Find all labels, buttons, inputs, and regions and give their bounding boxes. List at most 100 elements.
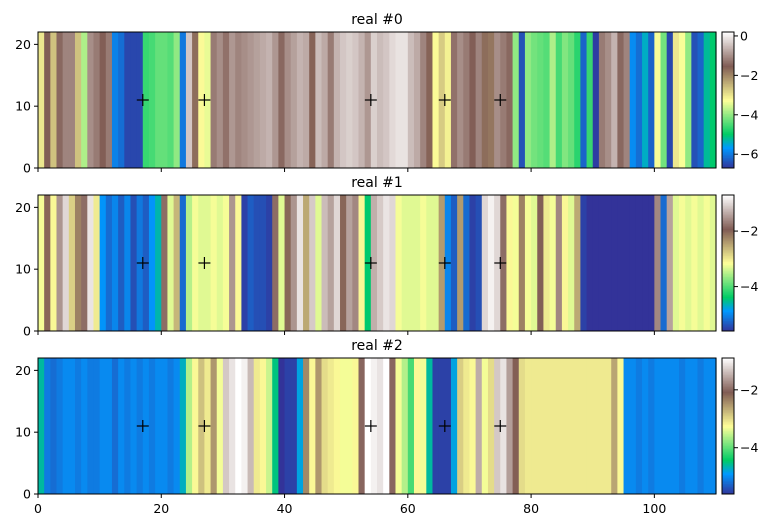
colorbar-segment — [722, 270, 734, 273]
colorbar-segment — [722, 290, 734, 293]
colorbar-segment — [722, 383, 734, 386]
heatmap-cell — [358, 358, 366, 494]
colorbar-segment — [722, 41, 734, 44]
colorbar-segment — [722, 376, 734, 379]
colorbar-segment — [722, 155, 734, 158]
heatmap-cell — [524, 195, 532, 331]
heatmap-cell — [62, 195, 70, 331]
heatmap-cell — [185, 32, 193, 168]
colorbar-tick-label: −4 — [740, 107, 758, 122]
colorbar-segment — [722, 84, 734, 87]
heatmap-cell — [623, 32, 631, 168]
heatmap-cell — [586, 358, 594, 494]
heatmap-cell — [531, 195, 538, 331]
colorbar-segment — [722, 244, 734, 247]
colorbar-segment — [722, 471, 734, 474]
heatmap-cell — [105, 32, 113, 168]
colorbar-segment — [722, 59, 734, 62]
heatmap-cell — [561, 195, 569, 331]
heatmap-cell — [506, 32, 514, 168]
heatmap-cell — [321, 32, 329, 168]
heatmap-cell — [580, 358, 588, 494]
colorbar-segment — [722, 74, 734, 77]
colorbar-segment — [722, 131, 734, 134]
heatmap-cell — [358, 32, 366, 168]
cross-marker — [364, 420, 377, 432]
colorbar-segment — [722, 195, 734, 198]
heatmap-cell — [346, 32, 353, 168]
heatmap-cell — [697, 358, 705, 494]
colorbar-segment — [722, 106, 734, 109]
colorbar-segment — [722, 89, 734, 92]
heatmap-cell — [68, 32, 76, 168]
colorbar-segment — [722, 315, 734, 318]
heatmap-cell — [586, 195, 594, 331]
colorbar-segment — [722, 397, 734, 400]
heatmap-cell — [629, 32, 637, 168]
panel-title: real #0 — [351, 12, 403, 28]
heatmap-cell — [315, 358, 323, 494]
colorbar-segment — [722, 478, 734, 481]
colorbar-segment — [722, 166, 734, 169]
heatmap-cell — [50, 358, 58, 494]
colorbar-segment — [722, 312, 734, 315]
cross-marker — [198, 94, 211, 106]
cross-marker — [136, 257, 149, 269]
colorbar-segment — [722, 441, 734, 444]
colorbar-segment — [722, 93, 734, 96]
colorbar-segment — [722, 275, 734, 278]
colorbar-segment — [722, 45, 734, 48]
colorbar-segment — [722, 359, 734, 362]
colorbar-segment — [722, 112, 734, 115]
heatmap-cell — [537, 358, 545, 494]
colorbar-segment — [722, 81, 734, 84]
heatmap-cell — [605, 32, 612, 168]
heatmap-cell — [327, 32, 335, 168]
colorbar-segment — [722, 484, 734, 487]
heatmap-cell — [481, 195, 489, 331]
colorbar-segment — [722, 389, 734, 392]
heatmap-cell — [660, 32, 668, 168]
colorbar-segment — [722, 261, 734, 264]
heatmap-cell — [685, 32, 692, 168]
colorbar-segment — [722, 229, 734, 232]
colorbar-segment — [722, 107, 734, 110]
heatmap-cell — [333, 195, 341, 331]
colorbar-segment — [722, 222, 734, 225]
colorbar-segment — [722, 164, 734, 167]
heatmap-cell — [512, 358, 520, 494]
heatmap-cell — [118, 195, 125, 331]
heatmap-cell — [383, 195, 390, 331]
colorbar-tick-label: −2 — [740, 382, 758, 397]
colorbar-segment — [722, 327, 734, 330]
colorbar-segment — [722, 427, 734, 430]
colorbar-segment — [722, 86, 734, 89]
y-tick-label: 10 — [15, 425, 31, 440]
heatmap-cell — [648, 195, 655, 331]
heatmap-cell — [340, 32, 347, 168]
colorbar-segment — [722, 208, 734, 211]
colorbar-segment — [722, 109, 734, 112]
heatmap-cell — [210, 195, 218, 331]
heatmap-cell — [537, 195, 545, 331]
heatmap-cell — [74, 32, 82, 168]
cross-marker — [438, 420, 451, 432]
colorbar-segment — [722, 291, 734, 294]
heatmap-cell — [463, 358, 471, 494]
colorbar-segment — [722, 57, 734, 60]
colorbar-segment — [722, 489, 734, 492]
colorbar-segment — [722, 321, 734, 324]
heatmap-cell — [518, 32, 526, 168]
colorbar-segment — [722, 323, 734, 326]
heatmap-cell — [333, 32, 341, 168]
heatmap-cell — [62, 32, 70, 168]
heatmap-cell — [81, 195, 88, 331]
colorbar-segment — [722, 253, 734, 256]
heatmap-cell — [697, 195, 705, 331]
colorbar-segment — [722, 483, 734, 486]
colorbar-segment — [722, 226, 734, 229]
colorbar-segment — [722, 205, 734, 208]
heatmap-cell — [531, 358, 538, 494]
colorbar-segment — [722, 373, 734, 376]
colorbar-segment — [722, 386, 734, 389]
